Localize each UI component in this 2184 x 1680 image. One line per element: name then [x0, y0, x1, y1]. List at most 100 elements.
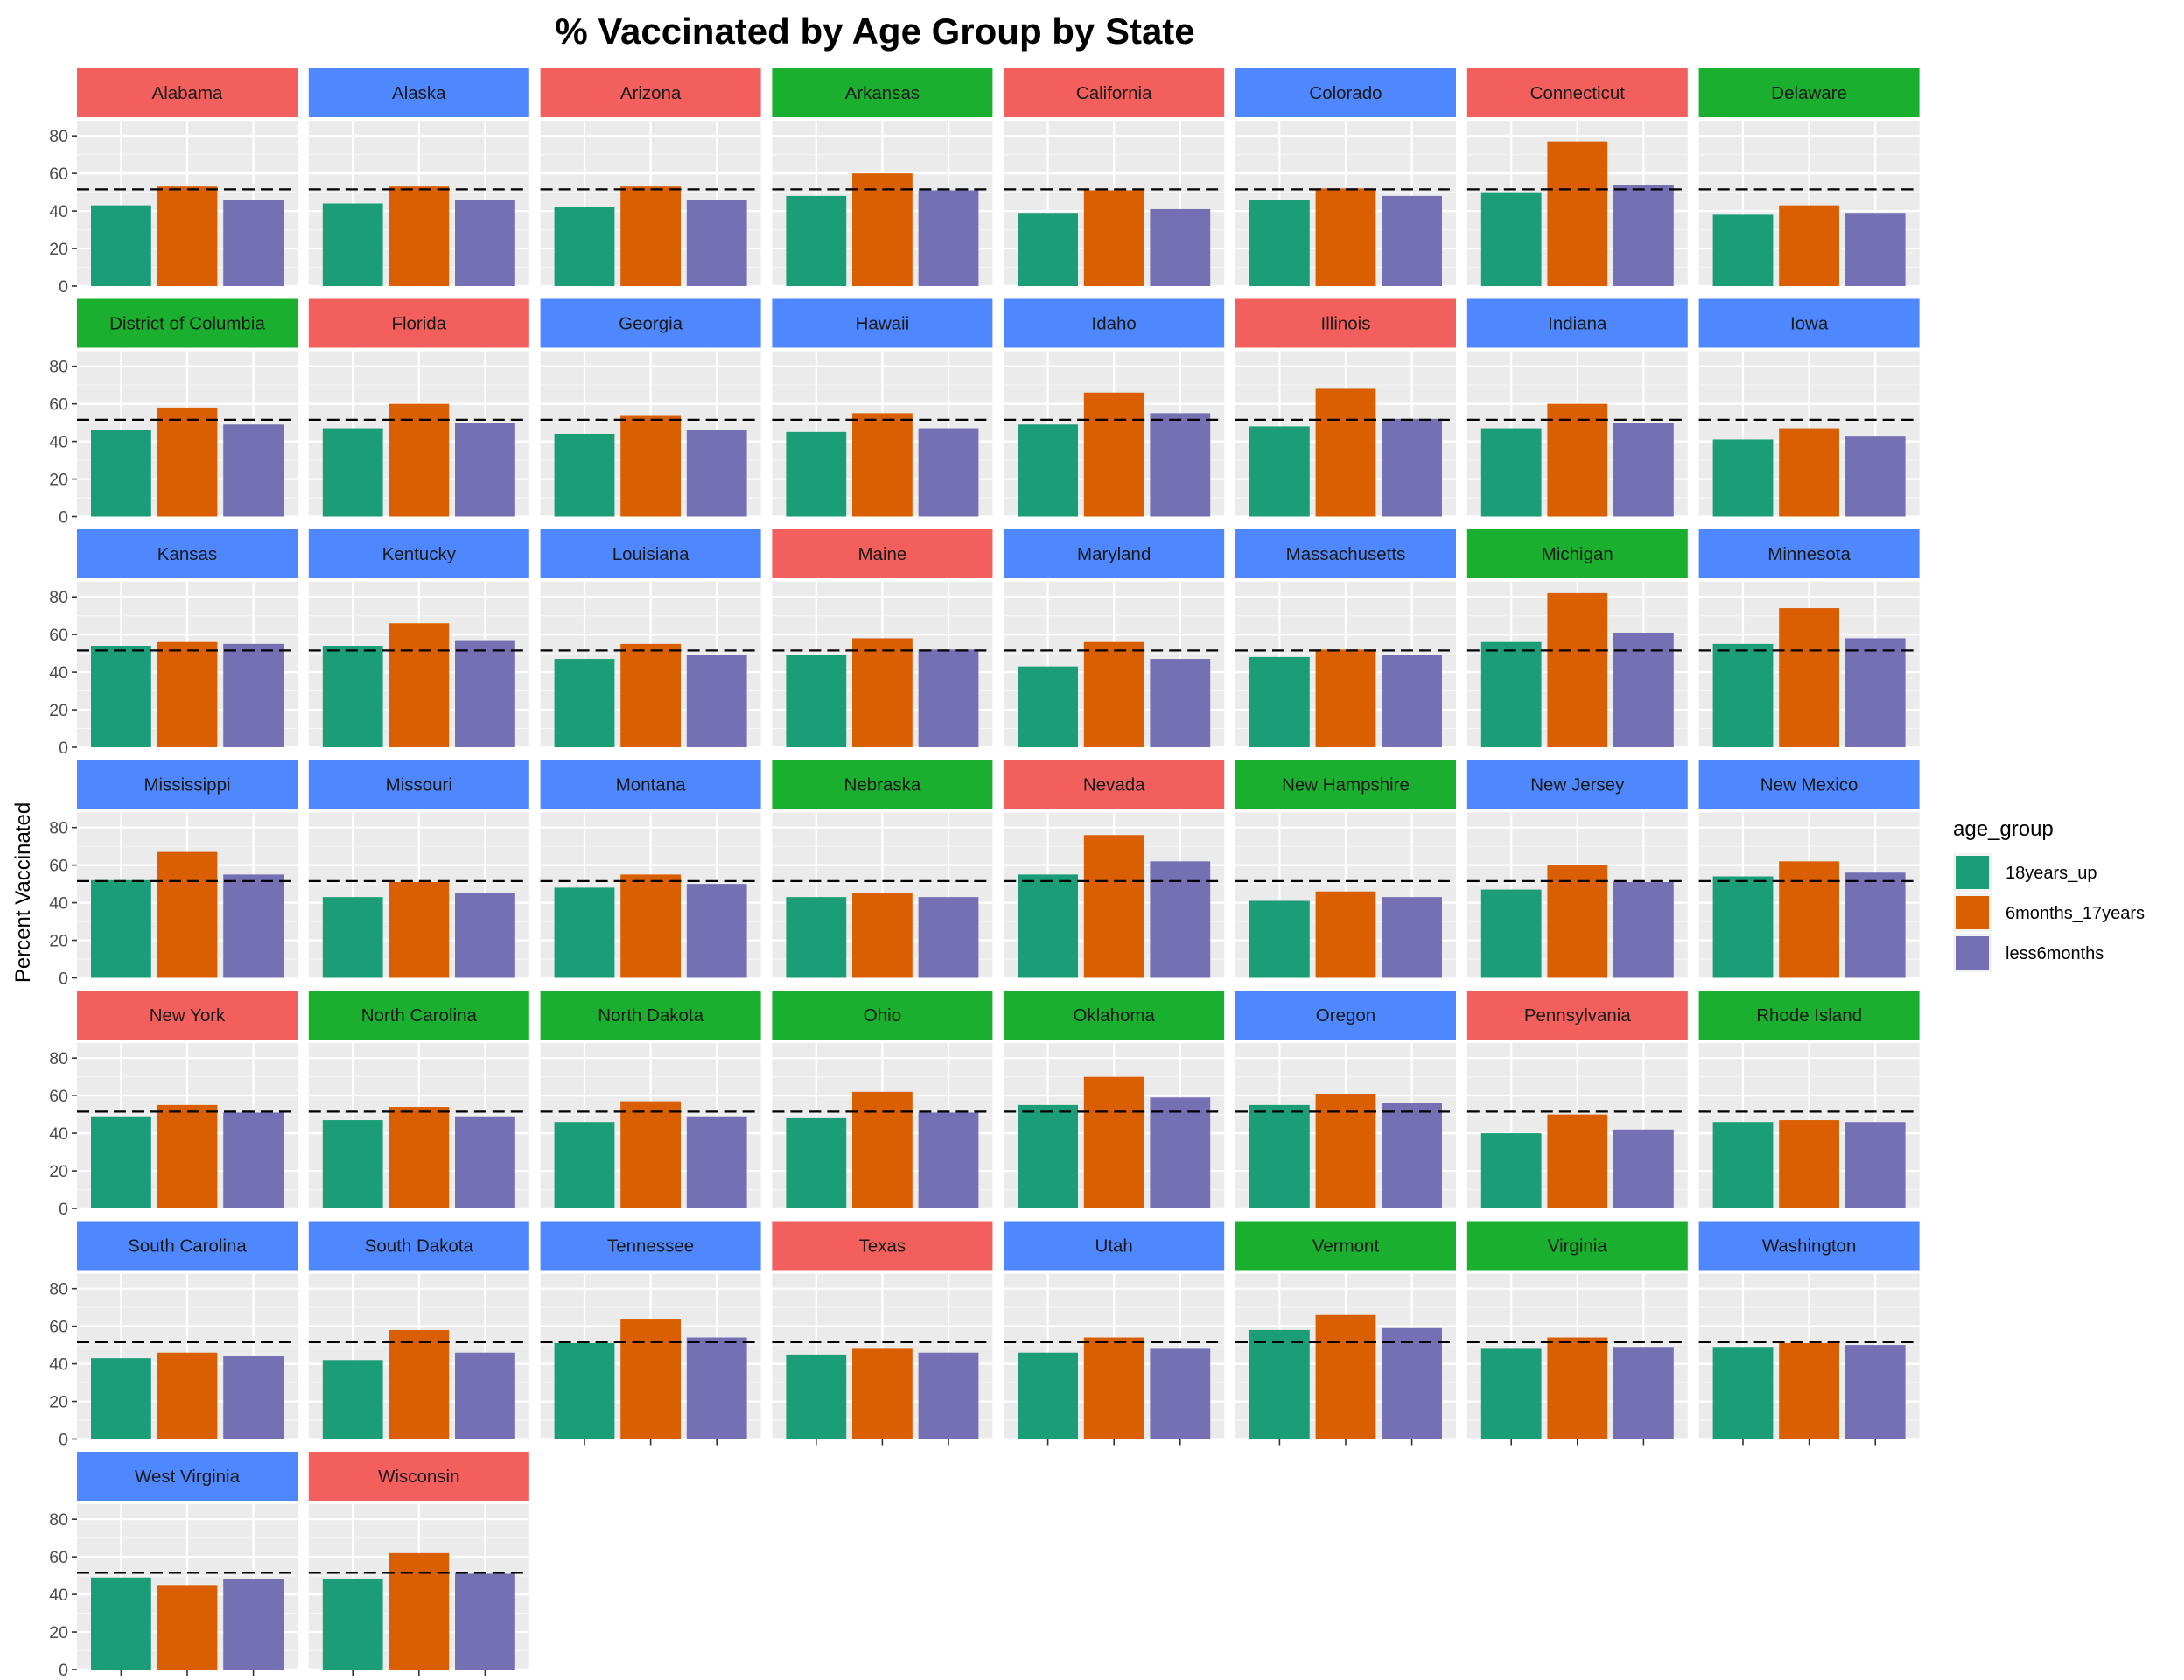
bar: [686, 1337, 747, 1439]
bar: [157, 851, 218, 978]
facet-panel: Tennessee: [540, 1221, 761, 1446]
facet-strip-label: Vermont: [1312, 1236, 1380, 1256]
bar: [1547, 141, 1608, 286]
facet-strip: [1466, 68, 1688, 117]
facet-strip: [772, 298, 993, 348]
facet-strip-label: Michigan: [1542, 544, 1614, 564]
bar: [620, 1101, 681, 1208]
facet-panel: South Carolina 0 20 40 60 80: [49, 1221, 298, 1450]
facet-panel: West Virginia 0 20 40 60 80: [49, 1452, 298, 1680]
facet-strip: [540, 1221, 761, 1270]
y-tick-label: 20: [49, 701, 68, 720]
facet-strip-label: Washington: [1762, 1236, 1857, 1256]
facet-strip-label: Rhode Island: [1756, 1005, 1862, 1026]
bar: [852, 173, 913, 286]
facet-strip: [540, 68, 761, 117]
bar: [1779, 1120, 1839, 1208]
bar: [1150, 659, 1211, 747]
bar: [1018, 213, 1078, 286]
facet-strip: [1236, 1221, 1456, 1270]
facet-strip-label: Alabama: [152, 83, 224, 103]
y-tick-label: 80: [49, 819, 68, 838]
facet-strip: [1004, 990, 1225, 1040]
facet-strip: [1236, 68, 1456, 117]
bar: [455, 1573, 515, 1670]
bar: [223, 424, 284, 517]
legend: age_group 18years_up 6months_17years less6…: [1953, 817, 2145, 972]
facet-panel: North Dakota: [540, 990, 761, 1210]
y-tick-label: 60: [49, 1087, 68, 1106]
y-tick-label: 20: [49, 932, 68, 951]
bar: [1150, 208, 1211, 286]
bar: [91, 879, 151, 978]
facet-strip-label: New Jersey: [1530, 775, 1625, 795]
bar: [1315, 388, 1376, 517]
bar: [1250, 200, 1310, 286]
bar: [1844, 1345, 1906, 1439]
facet-strip: [772, 760, 993, 809]
y-tick-label: 0: [59, 1200, 68, 1219]
bar: [322, 428, 383, 517]
facet-strip: [308, 990, 529, 1040]
facet-panel: Louisiana: [540, 529, 761, 749]
facet-panel: North Carolina: [308, 990, 529, 1210]
facet-strip-label: Mississippi: [144, 775, 230, 795]
facet-strip-label: South Dakota: [365, 1236, 474, 1256]
y-tick-label: 60: [49, 1548, 68, 1567]
bar: [1018, 424, 1078, 517]
bar: [91, 646, 151, 747]
y-tick-label: 80: [49, 1280, 68, 1299]
bar: [223, 643, 284, 747]
facet-strip: [77, 68, 298, 117]
bar: [91, 205, 151, 286]
facet-strip-label: North Carolina: [361, 1005, 478, 1026]
bar: [1382, 1327, 1442, 1439]
facet-panel: Maine: [772, 529, 993, 749]
facet-panel: Ohio: [772, 990, 993, 1210]
facet-panel: Maryland: [1004, 529, 1225, 749]
facet-panel: Iowa: [1698, 298, 1920, 518]
facet-strip: [1698, 760, 1920, 809]
bar: [388, 186, 450, 286]
facet-strip: [772, 1221, 993, 1270]
bar: [1250, 656, 1310, 747]
facet-strip-label: Kansas: [158, 544, 217, 564]
facet-panel: Nebraska: [772, 760, 993, 979]
facet-panel: Michigan: [1466, 529, 1688, 749]
y-tick-label: 40: [49, 894, 68, 914]
bar: [1547, 592, 1608, 747]
bar: [1083, 641, 1144, 747]
facet-strip-label: Pennsylvania: [1524, 1005, 1632, 1026]
bar: [1614, 423, 1674, 517]
facet-strip: [540, 529, 761, 578]
facet-panel: Georgia: [540, 298, 761, 518]
facet-strip-label: North Dakota: [598, 1005, 704, 1026]
bar: [1614, 632, 1674, 747]
facet-panel: Alaska: [308, 68, 529, 288]
bar: [223, 1578, 284, 1670]
bar: [1480, 889, 1542, 978]
bar: [322, 1120, 383, 1208]
facet-strip-label: Colorado: [1309, 83, 1382, 103]
legend-title: age_group: [1953, 817, 2054, 841]
y-tick-label: 20: [49, 1623, 68, 1642]
facet-strip-label: Missouri: [386, 775, 452, 795]
y-tick-label: 0: [59, 277, 68, 297]
bar: [1250, 426, 1310, 517]
bar: [455, 200, 515, 286]
facet-strip-label: Maine: [858, 544, 906, 564]
facet-strip-label: Florida: [391, 314, 446, 334]
facet-strip: [308, 1452, 529, 1501]
facet-panel: Washington: [1698, 1221, 1920, 1446]
facet-strip: [77, 1221, 298, 1270]
y-tick-label: 40: [49, 202, 68, 221]
bar: [1712, 1347, 1774, 1439]
legend-label: less6months: [2006, 944, 2104, 963]
bar: [1315, 891, 1376, 978]
facet-strip-label: Arizona: [620, 83, 682, 103]
facet-strip-label: Idaho: [1092, 314, 1137, 334]
facet-panel: Idaho: [1004, 298, 1225, 518]
bar: [1614, 881, 1674, 978]
facet-strip-label: District of Columbia: [109, 314, 265, 334]
bar: [1250, 1104, 1310, 1208]
